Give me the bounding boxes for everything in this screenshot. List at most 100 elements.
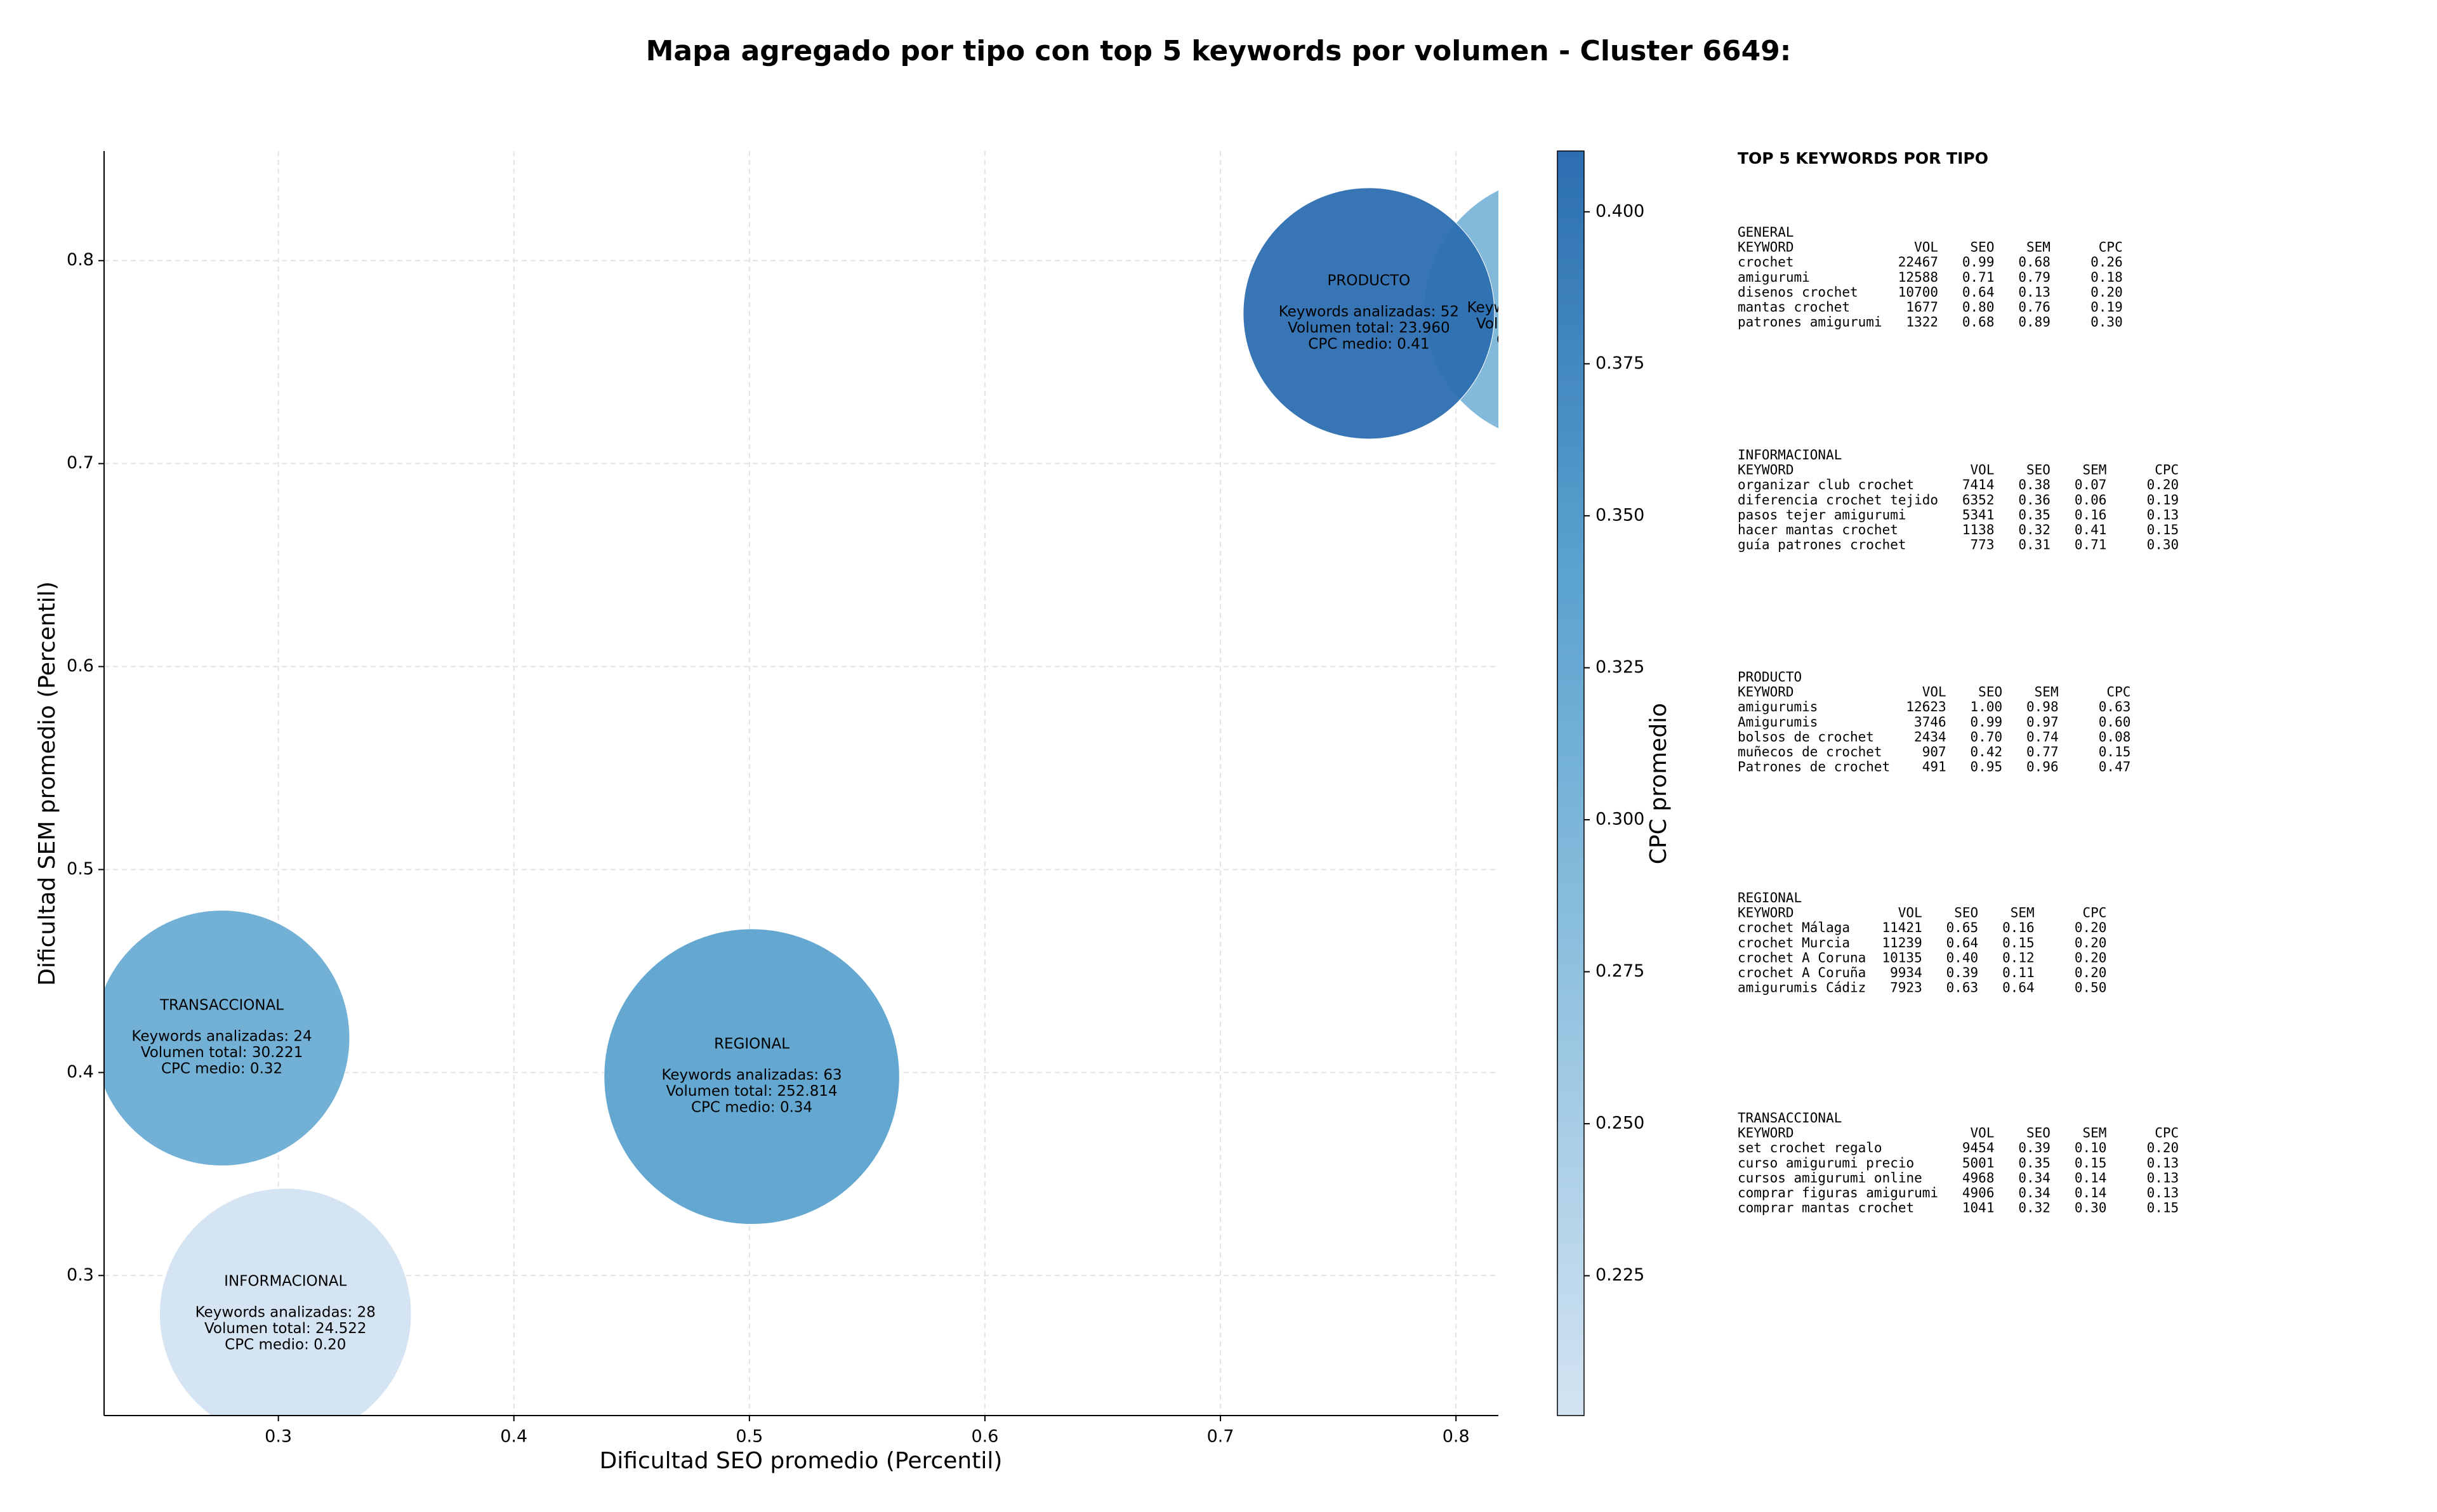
table-header: KEYWORD <box>1738 685 1794 700</box>
table-header: KEYWORD <box>1738 240 1794 255</box>
x-tick-label: 0.6 <box>971 1427 998 1447</box>
bubble-label: CPC medio: 0.32 <box>161 1060 282 1077</box>
table-cell: crochet <box>1738 254 1794 270</box>
table-cell: 4906 <box>1962 1185 1995 1200</box>
section-title: GENERAL <box>1738 225 1794 240</box>
table-cell: 7414 <box>1962 477 1995 492</box>
table-cell: 0.50 <box>2075 980 2107 996</box>
table-cell: 491 <box>1922 759 1946 775</box>
section-title: INFORMACIONAL <box>1738 447 1842 463</box>
section-title: TRANSACCIONAL <box>1738 1110 1842 1126</box>
table-cell: 0.16 <box>2002 920 2035 935</box>
table-header: SEM <box>2011 905 2035 921</box>
table-cell: 5341 <box>1962 507 1995 522</box>
table-cell: 0.20 <box>2075 950 2107 965</box>
table-cell: 0.39 <box>1946 965 1979 980</box>
bubble-label: Keywords analizadas: 52 <box>1279 303 1459 320</box>
x-tick-label: 0.4 <box>500 1427 527 1447</box>
section-title: PRODUCTO <box>1738 669 1802 685</box>
table-header: SEO <box>1971 240 1995 255</box>
table-cell: crochet A Coruña <box>1738 965 1866 980</box>
table-cell: patrones amigurumi <box>1738 315 1882 330</box>
bubble-label: Volumen total: 52.780 <box>1476 316 1639 332</box>
table-cell: 7923 <box>1890 980 1922 996</box>
y-tick-label: 0.8 <box>67 250 94 270</box>
table-header: SEO <box>1954 905 1978 921</box>
table-cell: 0.20 <box>2147 477 2179 492</box>
table-cell: 0.13 <box>2147 1155 2179 1171</box>
table-cell: 0.15 <box>2075 1155 2107 1171</box>
table-header: CPC <box>2155 463 2179 478</box>
colorbar-tick-label: 0.300 <box>1595 809 1644 829</box>
table-cell: 0.15 <box>2002 935 2035 950</box>
table-cell: 6352 <box>1962 492 1995 508</box>
table-cell: 0.47 <box>2099 759 2131 775</box>
table-cell: Amigurumis <box>1738 714 1818 730</box>
table-cell: 0.20 <box>2075 935 2107 950</box>
table-cell: 0.26 <box>2090 254 2123 270</box>
table-header: KEYWORD <box>1738 463 1794 478</box>
table-header: SEM <box>2083 1126 2107 1141</box>
table-cell: 0.71 <box>1962 270 1995 285</box>
bubble-label: CPC medio: 0.41 <box>1308 336 1429 352</box>
table-cell: 1041 <box>1962 1200 1995 1216</box>
table-cell: hacer mantas crochet <box>1738 522 1898 537</box>
bubble-label: Keywords analizadas: 23 <box>1467 299 1648 316</box>
table-header: CPC <box>2083 905 2107 921</box>
bubble-label: CPC medio: 0.20 <box>225 1337 346 1353</box>
table-cell: 0.95 <box>1971 759 2003 775</box>
table-cell: 0.19 <box>2090 299 2123 315</box>
panel-title: TOP 5 KEYWORDS POR TIPO <box>1738 149 1988 168</box>
table-header: KEYWORD <box>1738 905 1794 921</box>
table-header: KEYWORD <box>1738 1126 1794 1141</box>
bubble <box>1243 187 1495 440</box>
table-cell: 0.20 <box>2147 1140 2179 1155</box>
bubble-name: PRODUCTO <box>1328 272 1411 289</box>
colorbar-tick-label: 0.275 <box>1595 961 1644 981</box>
table-cell: disenos crochet <box>1738 284 1858 299</box>
bubble-label: Volumen total: 23.960 <box>1288 320 1450 336</box>
table-cell: 0.60 <box>2099 714 2131 730</box>
y-tick-label: 0.7 <box>67 453 94 473</box>
table-cell: 0.15 <box>2099 744 2131 759</box>
table-cell: comprar figuras amigurumi <box>1738 1185 1938 1200</box>
bubble <box>104 910 350 1166</box>
table-cell: 0.32 <box>2018 522 2051 537</box>
table-cell: 0.11 <box>2002 965 2035 980</box>
table-cell: 0.79 <box>2018 270 2051 285</box>
table-cell: 0.74 <box>2026 729 2059 744</box>
table-cell: 0.98 <box>2026 699 2059 714</box>
table-cell: amigurumis <box>1738 699 1818 714</box>
table-cell: 0.08 <box>2099 729 2131 744</box>
table-cell: 0.99 <box>1971 714 2003 730</box>
table-header: VOL <box>1971 463 1995 478</box>
table-cell: 1677 <box>1906 299 1938 315</box>
table-cell: organizar club crochet <box>1738 477 1914 492</box>
table-cell: 0.32 <box>2018 1200 2051 1216</box>
table-cell: 0.14 <box>2075 1170 2107 1185</box>
colorbar <box>1557 150 1585 1416</box>
table-cell: 10700 <box>1898 284 1938 299</box>
table-cell: amigurumis Cádiz <box>1738 980 1866 996</box>
table-cell: crochet A Coruna <box>1738 950 1866 965</box>
bubble-name: TRANSACCIONAL <box>159 997 284 1013</box>
table-header: VOL <box>1914 240 1938 255</box>
table-cell: 0.71 <box>2075 537 2107 553</box>
bubble-name: REGIONAL <box>714 1035 789 1052</box>
table-cell: muñecos de crochet <box>1738 744 1882 759</box>
x-tick-label: 0.7 <box>1207 1427 1234 1447</box>
bubble-label: CPC medio: 0.34 <box>691 1099 812 1115</box>
table-cell: bolsos de crochet <box>1738 729 1874 744</box>
bubble-label: Keywords analizadas: 24 <box>131 1028 312 1044</box>
table-cell: Patrones de crochet <box>1738 759 1890 775</box>
chart-title: Mapa agregado por tipo con top 5 keyword… <box>646 35 1792 67</box>
x-axis-label: Dificultad SEO promedio (Percentil) <box>600 1448 1003 1474</box>
bubble <box>159 1188 412 1416</box>
table-cell: 22467 <box>1898 254 1938 270</box>
colorbar-tick-label: 0.325 <box>1595 657 1644 677</box>
table-cell: 0.64 <box>1946 935 1979 950</box>
table-cell: 0.68 <box>2018 254 2051 270</box>
table-cell: 0.31 <box>2018 537 2051 553</box>
y-tick-label: 0.3 <box>67 1265 94 1285</box>
